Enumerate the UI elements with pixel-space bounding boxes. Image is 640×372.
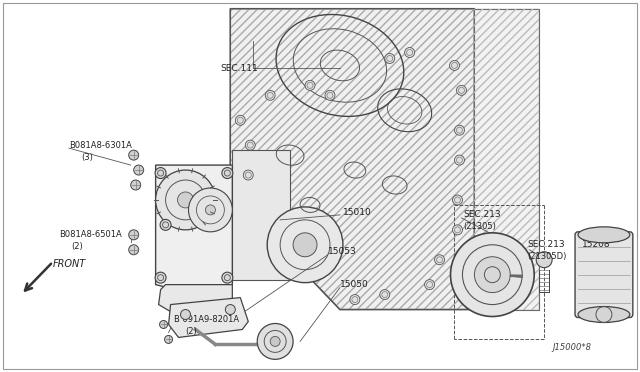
Text: 15050: 15050 [340,280,369,289]
Text: 15053: 15053 [328,247,356,256]
Circle shape [180,310,191,320]
Circle shape [222,167,233,179]
Text: (3): (3) [81,153,93,161]
Circle shape [456,86,467,95]
Polygon shape [159,285,232,318]
Text: (21305D): (21305D) [527,252,566,261]
Circle shape [325,90,335,100]
Text: SEC.213: SEC.213 [527,240,565,249]
Text: B081A8-6301A: B081A8-6301A [69,141,132,150]
Circle shape [536,252,552,268]
Circle shape [385,54,395,64]
Circle shape [155,272,166,283]
Text: SEC.213: SEC.213 [463,211,501,219]
Circle shape [245,140,255,150]
Polygon shape [230,9,474,310]
Circle shape [134,165,143,175]
Circle shape [205,205,216,215]
Text: 15208: 15208 [582,240,611,249]
Circle shape [293,233,317,257]
Ellipse shape [578,307,630,323]
Circle shape [451,233,534,317]
FancyBboxPatch shape [575,232,633,318]
Circle shape [454,125,465,135]
Polygon shape [156,165,232,295]
Circle shape [270,336,280,346]
Circle shape [350,295,360,305]
Circle shape [449,61,460,70]
Text: (21305): (21305) [463,222,497,231]
Ellipse shape [578,227,630,243]
Text: FRONT: FRONT [53,259,86,269]
Text: (2): (2) [71,242,83,251]
Circle shape [452,225,463,235]
Circle shape [236,115,245,125]
Circle shape [131,180,141,190]
Circle shape [424,280,435,290]
Circle shape [265,90,275,100]
Circle shape [129,245,139,255]
Circle shape [474,257,510,293]
Text: (2): (2) [186,327,197,336]
Circle shape [305,80,315,90]
Circle shape [129,230,139,240]
Text: 15010: 15010 [343,208,372,217]
Circle shape [257,324,293,359]
Text: J15000*8: J15000*8 [552,343,591,352]
Circle shape [160,219,171,230]
Circle shape [222,272,233,283]
Circle shape [225,305,236,314]
Circle shape [189,188,232,232]
Polygon shape [168,298,248,337]
Circle shape [243,170,253,180]
Circle shape [452,195,463,205]
Text: B 091A9-8201A: B 091A9-8201A [173,315,239,324]
Polygon shape [232,150,290,280]
Circle shape [159,321,168,328]
Circle shape [404,48,415,58]
Circle shape [380,290,390,299]
Circle shape [177,192,193,208]
Circle shape [155,167,166,179]
Circle shape [267,207,343,283]
Circle shape [129,150,139,160]
Circle shape [454,155,465,165]
Text: B081A8-6501A: B081A8-6501A [59,230,122,239]
Circle shape [435,255,445,265]
Polygon shape [474,9,539,310]
Circle shape [164,336,173,343]
Circle shape [156,170,216,230]
Text: SEC.111: SEC.111 [220,64,258,73]
